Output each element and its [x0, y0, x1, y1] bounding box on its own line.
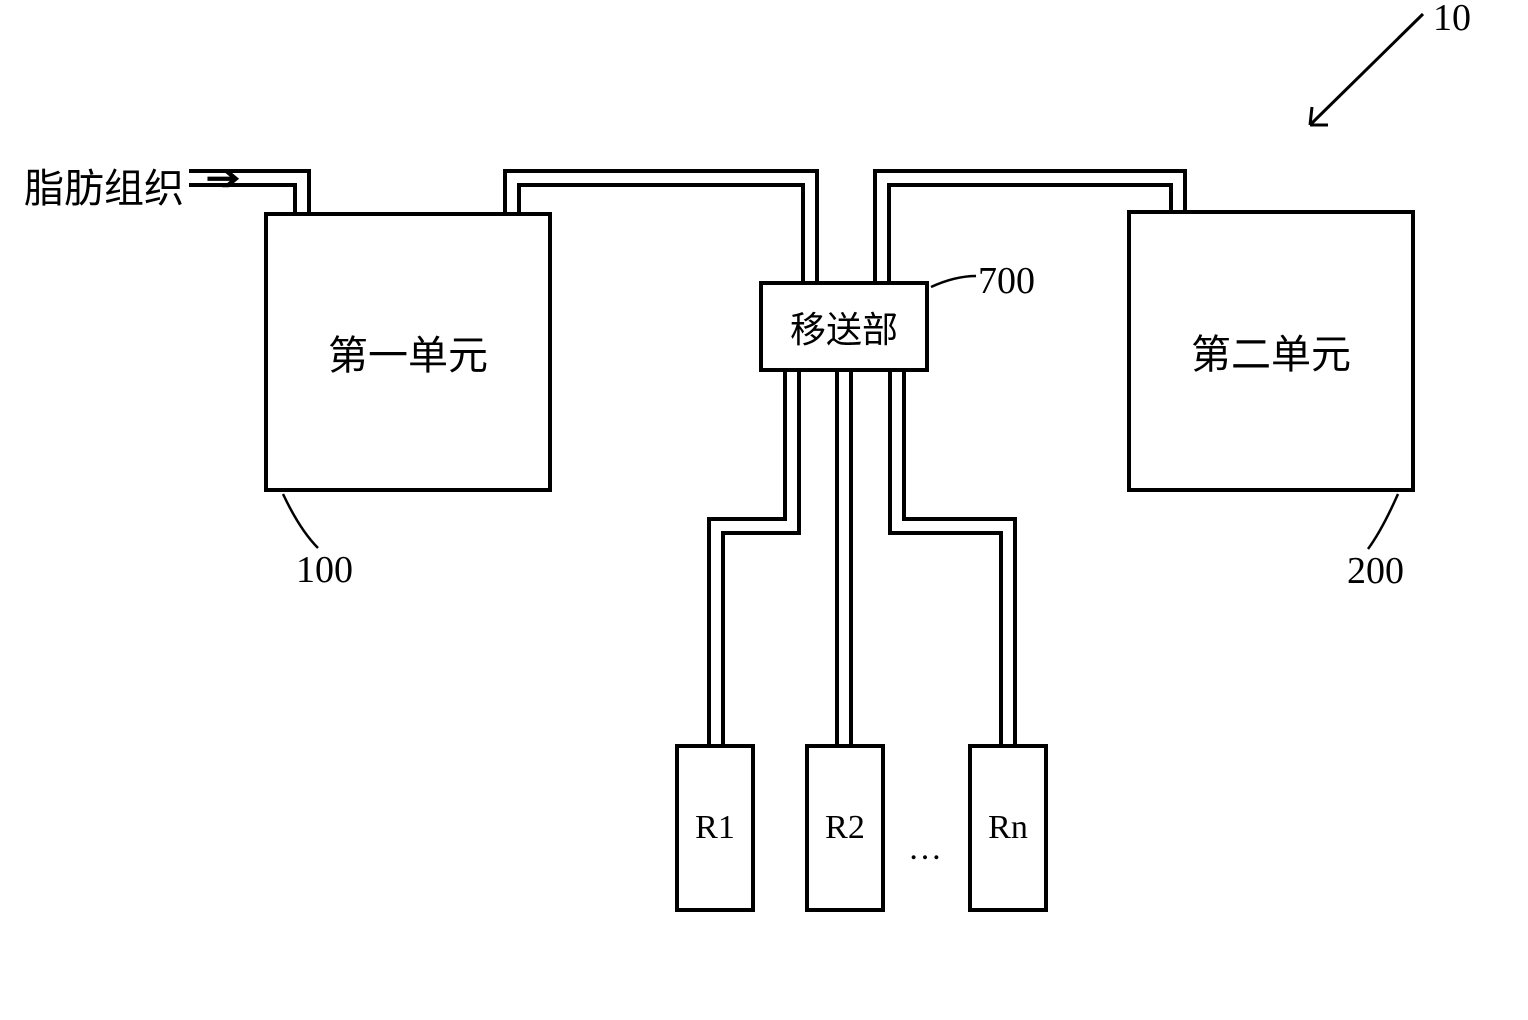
unit2-box: 第二单元	[1127, 210, 1415, 492]
unit1-ref: 100	[296, 548, 353, 592]
unit1-label: 第一单元	[328, 323, 488, 381]
input-label: 脂肪组织	[24, 156, 184, 214]
reagent-box-1: R2	[805, 744, 885, 912]
input-arrow-icon: ➔	[205, 157, 241, 199]
system-ref-label: 10	[1433, 0, 1471, 40]
transfer-box: 移送部	[759, 281, 929, 372]
transfer-ref: 700	[978, 259, 1035, 303]
unit1-box: 第一单元	[264, 212, 552, 492]
reagent-box-0: R1	[675, 744, 755, 912]
pipes-svg	[0, 0, 1528, 1020]
reagent-box-2: Rn	[968, 744, 1048, 912]
reagent-label-2: Rn	[988, 809, 1028, 847]
reagent-label-0: R1	[695, 809, 735, 847]
unit2-label: 第二单元	[1191, 322, 1351, 380]
reagents-ellipsis: …	[908, 830, 946, 868]
unit2-ref: 200	[1347, 549, 1404, 593]
reagent-label-1: R2	[825, 809, 865, 847]
transfer-label: 移送部	[790, 301, 898, 353]
